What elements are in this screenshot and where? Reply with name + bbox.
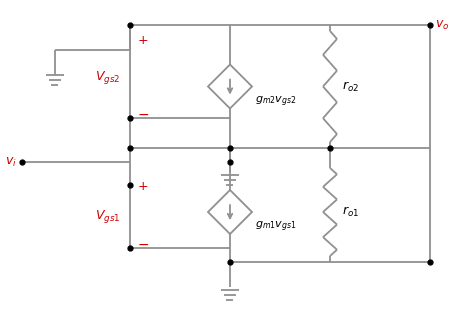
Text: +: + xyxy=(138,180,149,193)
Text: $g_{m1}v_{gs1}$: $g_{m1}v_{gs1}$ xyxy=(255,220,297,234)
Text: −: − xyxy=(138,108,150,122)
Text: $r_{o2}$: $r_{o2}$ xyxy=(342,79,359,94)
Text: $V_{gs2}$: $V_{gs2}$ xyxy=(95,69,120,86)
Text: $v_i$: $v_i$ xyxy=(5,155,17,169)
Text: $v_o$: $v_o$ xyxy=(435,19,449,32)
Text: +: + xyxy=(138,33,149,46)
Text: $g_{m2}v_{gs2}$: $g_{m2}v_{gs2}$ xyxy=(255,94,297,109)
Text: −: − xyxy=(138,238,150,252)
Text: $V_{gs1}$: $V_{gs1}$ xyxy=(95,208,120,225)
Text: $r_{o1}$: $r_{o1}$ xyxy=(342,205,359,219)
